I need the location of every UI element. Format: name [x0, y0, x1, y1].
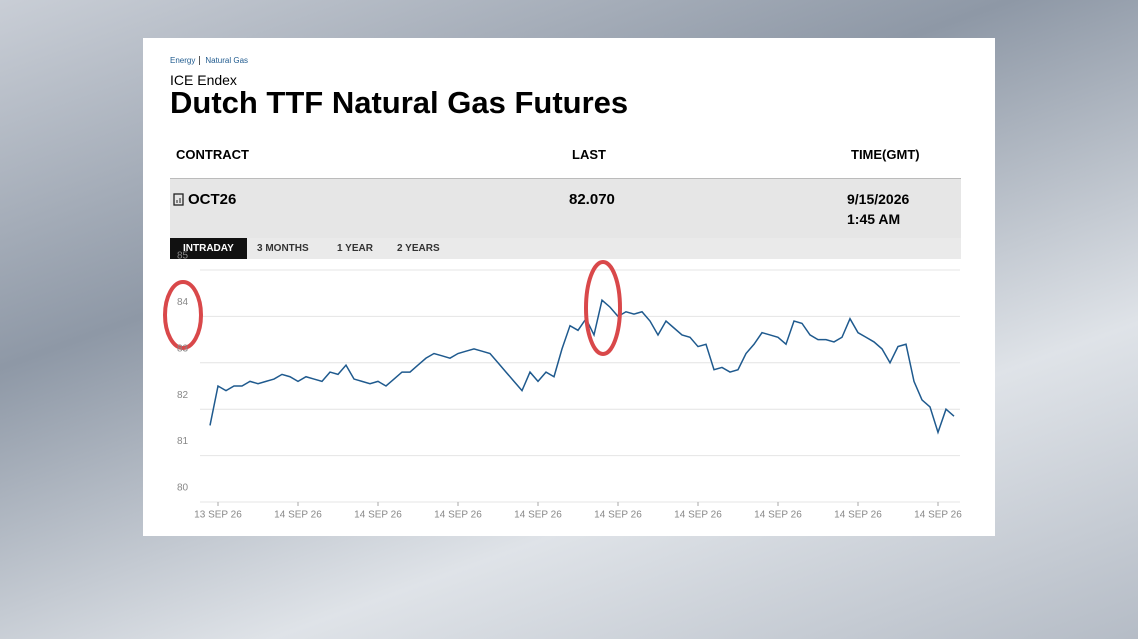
- table-row: OCT26 82.070 9/15/2026 1:45 AM: [170, 178, 961, 239]
- y-tick-label: 85: [177, 251, 189, 262]
- last-price: 82.070: [569, 191, 615, 208]
- col-header: CONTRACT: [176, 147, 249, 162]
- time: 1:45 AM: [847, 211, 901, 227]
- x-tick-label: 14 SEP 26: [354, 510, 402, 521]
- date: 9/15/2026: [847, 191, 910, 207]
- tab[interactable]: 3 MONTHS: [257, 243, 309, 254]
- tab-bar: INTRADAY 3 MONTHS 1 YEAR 2 YEARS: [170, 238, 961, 259]
- x-tick-label: 13 SEP 26: [194, 510, 242, 521]
- chart-icon: [173, 193, 184, 206]
- crumb[interactable]: Energy: [170, 56, 196, 65]
- tab[interactable]: INTRADAY: [170, 238, 247, 259]
- price-line: [209, 298, 955, 435]
- x-tick-label: 14 SEP 26: [834, 510, 882, 521]
- highlight-circle: [163, 280, 203, 350]
- x-tick-label: 14 SEP 26: [594, 510, 642, 521]
- y-tick-label: 82: [177, 390, 189, 401]
- y-tick-label: 80: [177, 483, 189, 494]
- x-tick-label: 14 SEP 26: [674, 510, 722, 521]
- chart: 80 81 82 83 84 85 13 SEP 26 14 SEP 26 14 SEP 26 1…: [163, 251, 962, 521]
- x-tick-label: 14 SEP 26: [914, 510, 962, 521]
- page-title: Dutch TTF Natural Gas Futures: [170, 85, 629, 120]
- tab[interactable]: 2 YEARS: [397, 243, 440, 254]
- x-tick-label: 14 SEP 26: [754, 510, 802, 521]
- col-header: LAST: [572, 147, 606, 162]
- highlight-circle: [584, 260, 622, 356]
- y-tick-label: 81: [177, 436, 189, 447]
- contract[interactable]: OCT26: [188, 191, 237, 208]
- exchange: ICE Endex: [170, 72, 237, 88]
- tab[interactable]: 1 YEAR: [337, 243, 373, 254]
- col-header: TIME(GMT): [851, 147, 920, 162]
- card: Energy Natural Gas ICE Endex Dutch TTF Na…: [143, 38, 995, 536]
- y-tick-label: 83: [177, 343, 189, 354]
- breadcrumb: Energy Natural Gas: [170, 56, 249, 65]
- crumb[interactable]: Natural Gas: [199, 56, 249, 65]
- x-tick-label: 14 SEP 26: [514, 510, 562, 521]
- x-tick-label: 14 SEP 26: [434, 510, 482, 521]
- x-tick-label: 14 SEP 26: [274, 510, 322, 521]
- y-tick-label: 84: [177, 297, 189, 308]
